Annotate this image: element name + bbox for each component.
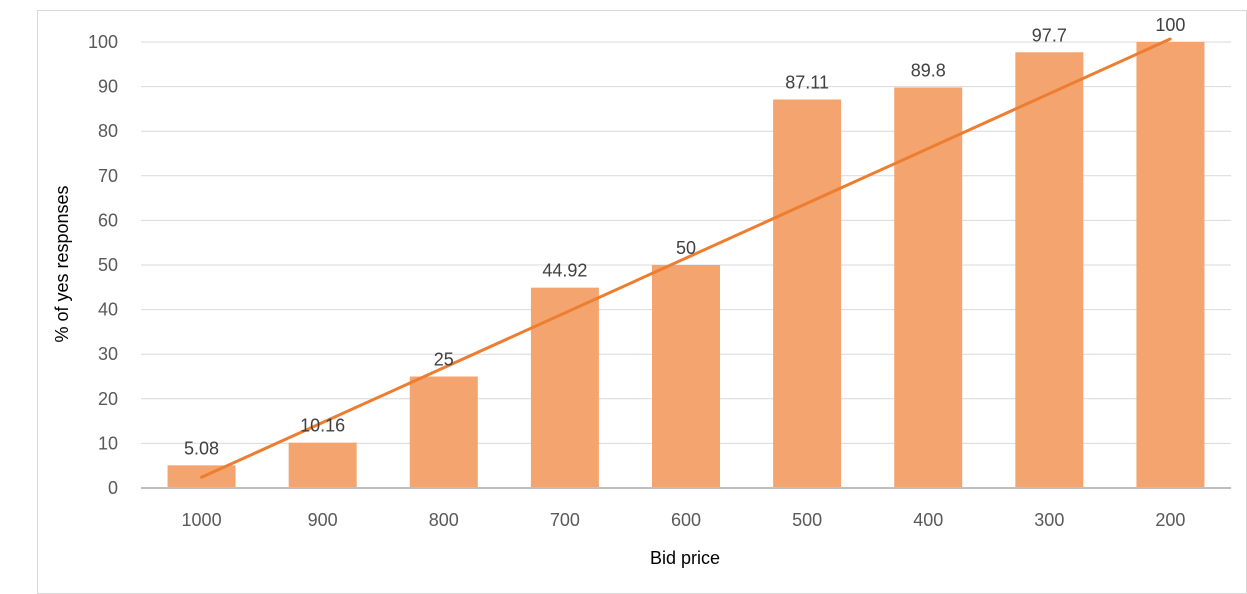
bars: [167, 42, 1205, 489]
x-tick-label: 1000: [182, 510, 222, 530]
data-label: 89.8: [911, 60, 946, 80]
bar-600: [652, 265, 720, 488]
y-axis-ticks: 0 10 20 30 40 50 60 70 80 90 100: [88, 32, 118, 498]
data-label: 44.92: [542, 261, 587, 281]
x-tick-label: 400: [913, 510, 943, 530]
y-tick-label: 90: [98, 77, 118, 97]
bar-300: [1015, 52, 1084, 489]
data-label: 10.16: [300, 416, 345, 436]
data-labels: 5.08 10.16 25 44.92 50 87.11 89.8 97.7 100: [184, 15, 1185, 458]
y-tick-label: 70: [98, 166, 118, 186]
x-tick-label: 300: [1034, 510, 1064, 530]
x-tick-label: 800: [429, 510, 459, 530]
data-label: 100: [1155, 15, 1185, 35]
y-tick-label: 50: [98, 255, 118, 275]
y-tick-label: 60: [98, 210, 118, 230]
y-tick-label: 10: [98, 433, 118, 453]
x-tick-label: 600: [671, 510, 701, 530]
bar-900: [288, 442, 357, 488]
y-tick-label: 20: [98, 389, 118, 409]
data-label: 5.08: [184, 438, 219, 458]
trendline-layer: [200, 37, 1172, 479]
x-tick-label: 500: [792, 510, 822, 530]
bar-200: [1136, 42, 1205, 488]
data-label: 25: [434, 350, 454, 370]
y-tick-label: 40: [98, 300, 118, 320]
x-tick-label: 200: [1155, 510, 1185, 530]
trendline: [200, 37, 1172, 479]
y-tick-label: 100: [88, 32, 118, 52]
y-tick-label: 80: [98, 121, 118, 141]
data-label: 87.11: [785, 72, 829, 92]
bar-500: [773, 99, 842, 488]
x-tick-label: 900: [308, 510, 338, 530]
bar-400: [894, 87, 963, 488]
bar-700: [530, 287, 599, 488]
x-axis-ticks: 1000 900 800 700 600 500 400 300 200: [182, 510, 1186, 530]
data-label: 97.7: [1032, 25, 1067, 45]
data-label: 50: [676, 238, 696, 258]
x-axis-title: Bid price: [650, 548, 720, 568]
y-tick-label: 30: [98, 344, 118, 364]
x-tick-label: 700: [550, 510, 580, 530]
y-axis-title: % of yes responses: [52, 185, 72, 342]
bar-800: [409, 376, 478, 488]
y-tick-label: 0: [108, 478, 118, 498]
